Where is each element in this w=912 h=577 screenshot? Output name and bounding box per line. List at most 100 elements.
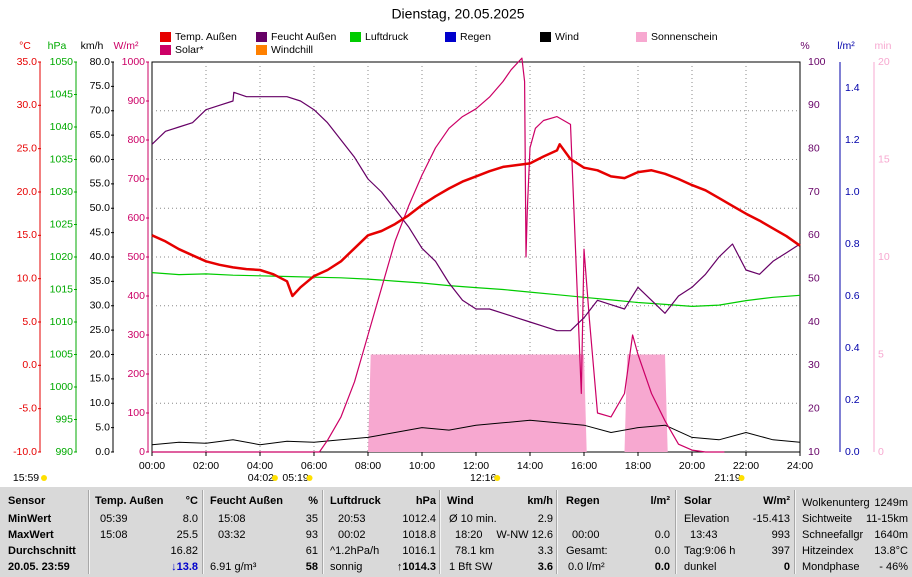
series-temp-au-en — [151, 143, 801, 298]
axis-unit: % — [800, 40, 809, 52]
extra-value: - 46% — [879, 561, 908, 573]
rain-t1: 00:00 — [572, 529, 600, 541]
axis-tick-label: 100 — [127, 407, 145, 419]
axis-unit: °C — [19, 40, 31, 52]
axis-tick-label: 700 — [127, 173, 145, 185]
sun-marker-icon — [306, 475, 313, 481]
extra-label: Schneefallgr — [802, 529, 864, 541]
sun-marker-icon — [738, 475, 745, 481]
press-min-time: 20:53 — [338, 513, 366, 525]
series-feucht-au-en — [151, 91, 801, 332]
extra-label: Sichtweite — [802, 513, 853, 525]
rain-total-label: Gesamt: — [566, 545, 608, 557]
solar-elev-label: Elevation — [684, 513, 730, 525]
x-tick-label: 08:00 — [355, 460, 381, 472]
x-tick-label: 06:00 — [301, 460, 327, 472]
temp-min-val: 8.0 — [182, 513, 198, 525]
axis-tick-label: 25.0 — [90, 324, 111, 336]
axis-tick-label: 60 — [808, 229, 820, 241]
wind-header: Wind — [447, 495, 474, 507]
extra-label: Wolkenunterg — [802, 497, 870, 509]
hum-max-time: 03:32 — [218, 529, 246, 541]
solar-current: 0 — [783, 561, 790, 573]
axis-tick-label: 25.0 — [17, 142, 38, 154]
wind-max-dir: W-NW 12.6 — [496, 529, 553, 541]
x-tick-label: 12:00 — [463, 460, 489, 472]
axis-tick-label: 1035 — [50, 153, 74, 165]
temp-current: ↓13.8 — [171, 561, 198, 573]
extra-value: 13.8°C — [874, 545, 908, 557]
legend-label: Luftdruck — [365, 31, 409, 43]
axis-tick-label: -5.0 — [19, 402, 37, 414]
legend-swatch — [160, 45, 171, 55]
legend-swatch — [256, 32, 267, 42]
axis-tick-label: 5.0 — [22, 316, 37, 328]
hum-header: Feucht Außen — [210, 495, 283, 507]
axis-tick-label: 0.0 — [845, 446, 860, 458]
press-min-val: 1012.4 — [402, 513, 436, 525]
axis-tick-label: 600 — [127, 212, 145, 224]
legend-swatch — [445, 32, 456, 42]
wind-avg-label: Ø 10 min. — [449, 513, 497, 525]
axis-tick-label: 0.6 — [845, 290, 860, 302]
col-sensor: Sensor MinWert MaxWert Durchschnitt 20.0… — [8, 487, 88, 577]
temp-unit: °C — [185, 495, 198, 507]
axis-tick-label: 10.0 — [90, 397, 111, 409]
solar-elev-val: -15.413 — [752, 513, 790, 525]
press-header: Luftdruck — [330, 495, 381, 507]
x-tick-label: 04:00 — [247, 460, 273, 472]
press-trend: ^1.2hPa/h — [330, 545, 380, 557]
x-tick-label: 14:00 — [517, 460, 543, 472]
row-avg-label: Durchschnitt — [8, 545, 76, 557]
rain-header: Regen — [566, 495, 600, 507]
series-solar- — [152, 57, 725, 453]
solar-header: Solar — [684, 495, 712, 507]
legend-swatch — [160, 32, 171, 42]
axis-tick-label: 30.0 — [90, 300, 111, 312]
axis-tick-label: 995 — [55, 413, 73, 425]
press-trend-val: 1016.1 — [402, 545, 436, 557]
axis-tick-label: 10 — [808, 446, 820, 458]
axis-tick-label: 10.0 — [17, 272, 38, 284]
axis-tick-label: 70 — [808, 186, 820, 198]
axis-unit: min — [875, 40, 892, 52]
sun-marker-icon — [494, 475, 501, 481]
sun-marker-icon — [41, 475, 47, 481]
legend-label: Feucht Außen — [271, 31, 337, 43]
axis-tick-label: 30.0 — [17, 99, 38, 111]
axis-unit: hPa — [48, 40, 67, 52]
stats-table: Sensor MinWert MaxWert Durchschnitt 20.0… — [0, 487, 912, 577]
legend-label: Wind — [555, 31, 579, 43]
time-marker-label: 12:16 — [470, 472, 496, 484]
axis-tick-label: 65.0 — [90, 129, 111, 141]
axis-tick-label: 5 — [878, 348, 884, 360]
extra-value: 11-15km — [866, 513, 908, 525]
wind-bft: 1 Bft SW — [449, 561, 493, 573]
wind-unit: km/h — [527, 495, 553, 507]
temp-max-val: 25.5 — [176, 529, 198, 541]
axis-tick-label: 1000 — [122, 56, 146, 68]
x-tick-label: 10:00 — [409, 460, 435, 472]
x-tick-label: 24:00 — [787, 460, 813, 472]
axis-tick-label: 20.0 — [90, 348, 111, 360]
extra-value: 1640m — [874, 529, 908, 541]
axis-tick-label: 990 — [55, 446, 73, 458]
solar-day: Tag:9:06 h — [684, 545, 736, 557]
extra-value: 1249m — [874, 497, 908, 509]
solar-day-val: 397 — [771, 545, 790, 557]
axis-tick-label: 400 — [127, 290, 145, 302]
hum-min-val: 35 — [305, 513, 318, 525]
wind-avg-val: 2.9 — [537, 513, 553, 525]
temp-min-time: 05:39 — [100, 513, 128, 525]
axis-tick-label: 15.0 — [17, 229, 38, 241]
axis-tick-label: 0.2 — [845, 394, 860, 406]
axis-tick-label: 1045 — [50, 88, 74, 100]
x-tick-label: 18:00 — [625, 460, 651, 472]
wind-dist: 78.1 km — [455, 545, 495, 557]
sun-marker-icon — [271, 475, 278, 481]
axis-tick-label: 45.0 — [90, 226, 111, 238]
x-tick-label: 20:00 — [679, 460, 705, 472]
x-tick-label: 16:00 — [571, 460, 597, 472]
axis-tick-label: 55.0 — [90, 178, 111, 190]
rain-current: 0.0 — [654, 561, 670, 573]
